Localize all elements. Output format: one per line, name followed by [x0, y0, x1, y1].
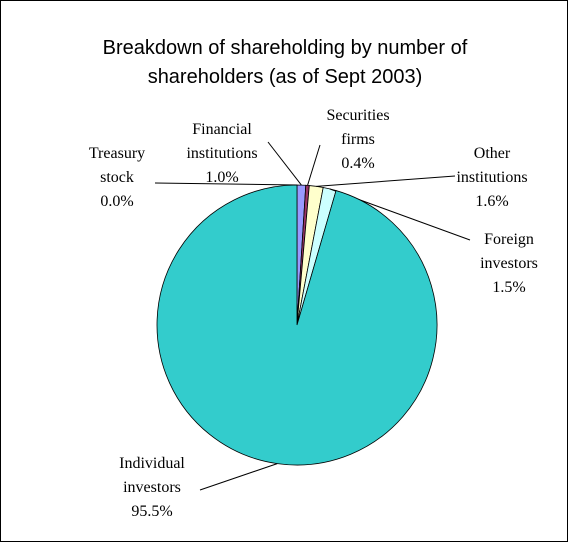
value-label: 0.4%: [341, 155, 375, 172]
leader-line: [199, 463, 278, 491]
value-label: 1.0%: [205, 169, 239, 186]
category-label: Individual investors: [119, 455, 185, 496]
value-label: 95.5%: [131, 503, 173, 520]
category-label: Foreign investors: [480, 231, 538, 272]
chart-title: Breakdown of shareholding by number of s…: [102, 37, 468, 88]
category-label: Other institutions: [456, 145, 528, 186]
value-label: 1.6%: [475, 193, 509, 210]
slice-label: Individual investors 95.5%: [107, 452, 197, 524]
category-label: Treasury stock: [88, 145, 146, 186]
leader-line: [316, 175, 456, 187]
pie-slice: [156, 184, 438, 466]
leader-line: [154, 182, 298, 186]
leader-line: [307, 144, 321, 186]
value-label: 0.0%: [100, 193, 134, 210]
category-label: Securities firms: [326, 107, 390, 148]
slice-label: Financial institutions 1.0%: [172, 118, 272, 190]
leader-line: [267, 141, 302, 186]
category-label: Financial institutions: [186, 121, 258, 162]
slice-label: Securities firms 0.4%: [313, 104, 403, 176]
slice-label: Foreign investors 1.5%: [464, 228, 554, 300]
value-label: 1.5%: [492, 279, 526, 296]
slice-label: Treasury stock 0.0%: [77, 142, 157, 214]
slice-label: Other institutions 1.6%: [447, 142, 537, 214]
